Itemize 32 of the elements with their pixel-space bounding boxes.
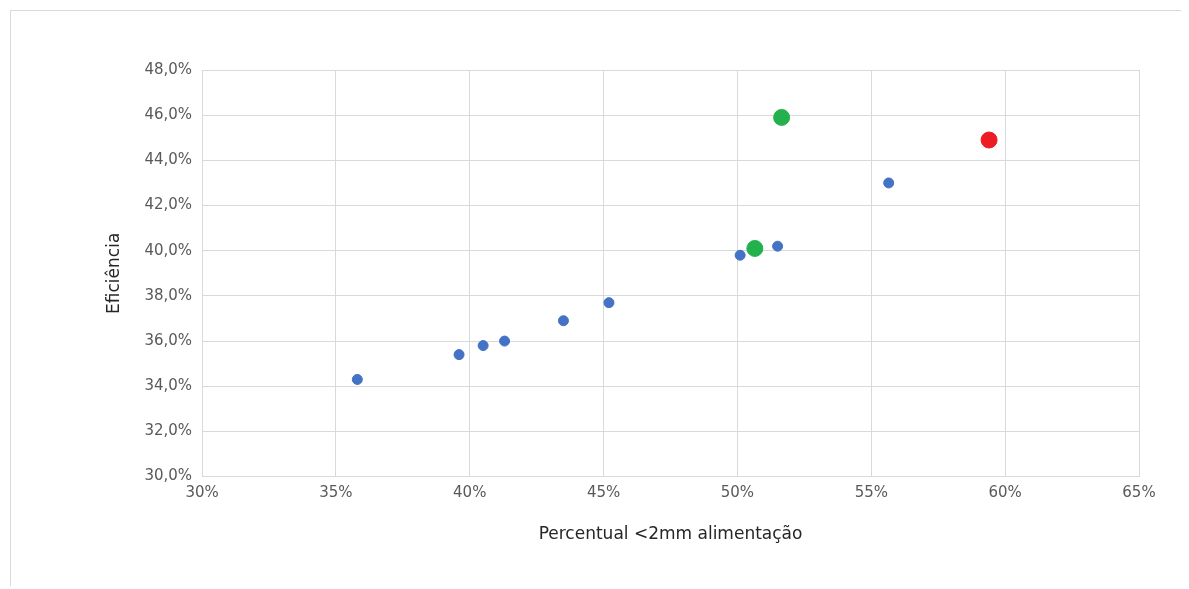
y-tick-label: 46,0% [144, 105, 193, 124]
y-tick-label: 32,0% [144, 421, 193, 440]
y-tick-label: 34,0% [144, 376, 193, 395]
point [453, 349, 465, 361]
y-tick-label: 36,0% [144, 330, 193, 349]
y-tick-label: 38,0% [144, 285, 193, 304]
point [883, 177, 895, 189]
y-tick-label: 40,0% [144, 240, 193, 259]
point [746, 239, 764, 257]
x-axis-title: Percentual <2mm alimentação [538, 523, 803, 544]
point [980, 131, 998, 149]
point [499, 335, 511, 347]
point [734, 249, 746, 261]
x-tick-label: 50% [720, 483, 755, 502]
x-tick-label: 45% [586, 483, 621, 502]
y-tick-label: 42,0% [144, 195, 193, 214]
point [351, 373, 363, 385]
x-tick-label: 65% [1122, 483, 1156, 502]
y-tick-label: 44,0% [144, 150, 193, 169]
y-axis-title: Eficiência [102, 232, 123, 314]
point [773, 108, 791, 126]
point [477, 340, 489, 352]
y-tick-label: 48,0% [144, 59, 193, 78]
x-tick-label: 55% [854, 483, 888, 502]
x-tick-label: 40% [453, 483, 487, 502]
point [557, 315, 569, 327]
point [772, 240, 784, 252]
x-tick-label: 30% [185, 483, 219, 502]
point [603, 297, 615, 309]
x-tick-label: 35% [319, 483, 353, 502]
y-tick-label: 30,0% [144, 466, 193, 485]
x-tick-label: 60% [988, 483, 1022, 502]
